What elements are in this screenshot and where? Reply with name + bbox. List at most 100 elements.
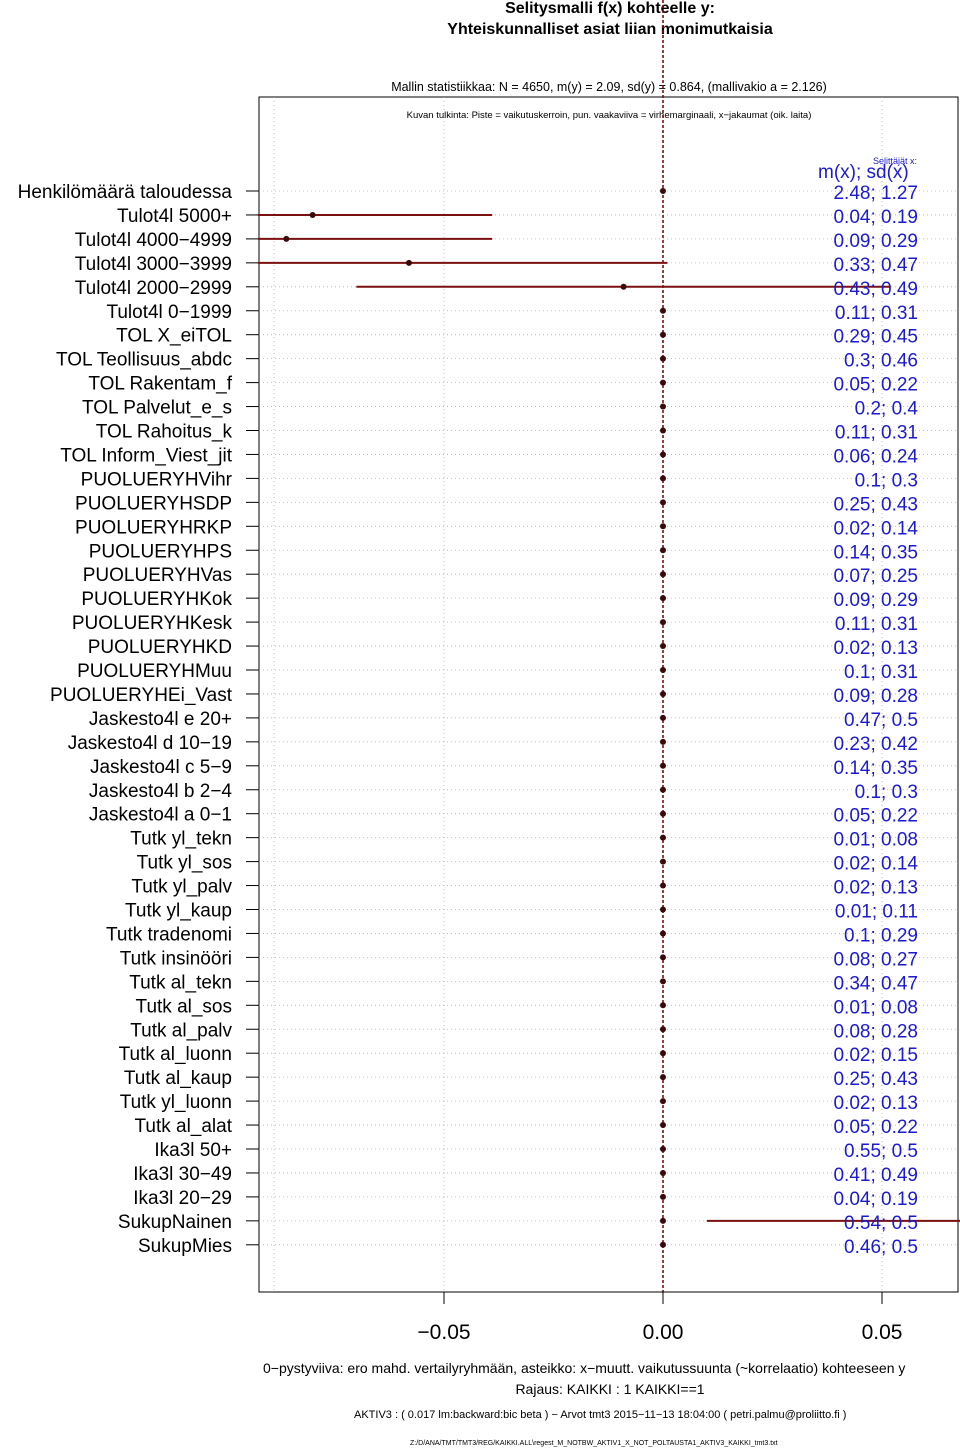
mx-sd-value: 0.05; 0.22: [833, 1117, 918, 1138]
variable-label: TOL Palvelut_e_s: [82, 398, 232, 419]
coefficient-point: [660, 307, 666, 314]
coefficient-point: [660, 810, 666, 817]
mx-sd-value: 0.3; 0.46: [844, 351, 918, 372]
mx-sd-value: 0.46; 0.5: [844, 1237, 918, 1258]
coefficient-point: [660, 619, 666, 626]
mx-sd-value: 0.09; 0.28: [833, 686, 918, 707]
variable-label: Tutk insinööri: [120, 948, 232, 969]
mx-sd-value: 0.55; 0.5: [844, 1141, 918, 1162]
variable-label: Tutk yl_tekn: [130, 829, 232, 850]
mx-sd-value: 0.11; 0.31: [835, 614, 918, 635]
variable-label: Tutk yl_kaup: [125, 901, 232, 922]
mx-sd-value: 0.06; 0.24: [833, 446, 918, 467]
variable-label: Tutk yl_luonn: [120, 1092, 232, 1113]
model-stats-line: Mallin statistiikkaa: N = 4650, m(y) = 2…: [391, 80, 827, 94]
variable-label: Tulot4l 4000−4999: [75, 230, 232, 251]
variable-label: Ika3l 30−49: [133, 1164, 232, 1185]
coefficient-point: [309, 211, 316, 218]
coefficient-point: [660, 786, 666, 793]
mx-sd-value: 0.04; 0.19: [833, 1189, 918, 1210]
mx-sd-value: 0.08; 0.27: [833, 949, 918, 970]
variable-label: PUOLUERYHPS: [89, 541, 232, 562]
mx-sd-header: m(x); sd(x): [818, 162, 909, 183]
coefficient-point: [660, 738, 666, 745]
interpretation-line: Kuvan tulkinta: Piste = vaikutuskerroin,…: [406, 110, 812, 121]
variable-label: PUOLUERYHMuu: [77, 661, 232, 682]
variable-label: Tulot4l 0−1999: [106, 302, 232, 323]
coefficient-point: [660, 954, 666, 961]
mx-sd-value: 0.05; 0.22: [833, 806, 918, 827]
mx-sd-value: 0.1; 0.3: [855, 782, 918, 803]
coefficient-point: [660, 978, 666, 985]
coefficient-point: [660, 1169, 666, 1176]
footer-file-path: Z:/D/ANA/TMT/TMT3/REG/KAIKKI.ALL\regest_…: [410, 1440, 778, 1447]
variable-label: TOL Rahoitus_k: [96, 422, 233, 443]
variable-label: Tulot4l 3000−3999: [75, 254, 232, 275]
mx-sd-value: 0.02; 0.14: [833, 854, 918, 875]
mx-sd-value: 0.25; 0.43: [833, 1069, 918, 1090]
mx-sd-value: 0.29; 0.45: [833, 327, 918, 348]
coefficient-point: [660, 1193, 666, 1200]
x-tick-label: −0.05: [417, 1321, 470, 1344]
coefficient-point: [660, 1050, 666, 1057]
coefficient-point: [660, 547, 666, 554]
mx-sd-value: 0.01; 0.11: [835, 902, 918, 923]
coefficient-point: [660, 690, 666, 697]
variable-label: Ika3l 50+: [154, 1140, 232, 1161]
variable-label: TOL Inform_Viest_jit: [60, 445, 233, 466]
mx-sd-value: 0.09; 0.29: [833, 590, 918, 611]
variable-label: TOL X_eiTOL: [116, 326, 232, 347]
coefficient-point: [660, 379, 666, 386]
variable-label: Tulot4l 5000+: [117, 206, 232, 227]
coefficient-point: [660, 475, 666, 482]
coefficient-point: [660, 1241, 666, 1248]
variable-label: PUOLUERYHKesk: [72, 613, 233, 634]
mx-sd-value: 0.05; 0.22: [833, 375, 918, 396]
mx-sd-value: 0.41; 0.49: [833, 1165, 918, 1186]
mx-sd-value: 2.48; 1.27: [833, 183, 918, 204]
variable-label: Tutk yl_palv: [131, 877, 232, 898]
mx-sd-value: 0.25; 0.43: [833, 494, 918, 515]
variable-label: PUOLUERYHKok: [81, 589, 232, 610]
mx-sd-value: 0.1; 0.3: [855, 470, 918, 491]
coefficient-point: [660, 1074, 666, 1081]
mx-sd-value: 0.09; 0.29: [833, 231, 918, 252]
variable-label: PUOLUERYHEi_Vast: [50, 685, 233, 706]
coefficient-point: [283, 235, 290, 242]
footer-filter-note: Rajaus: KAIKKI : 1 KAIKKI==1: [515, 1381, 705, 1397]
mx-sd-value: 0.1; 0.29: [844, 925, 918, 946]
mx-sd-value: 0.14; 0.35: [833, 542, 918, 563]
mx-sd-value: 0.01; 0.08: [833, 997, 918, 1018]
variable-label: Tutk tradenomi: [106, 924, 232, 945]
coefficient-point: [660, 1146, 666, 1152]
mx-sd-value: 0.01; 0.08: [833, 830, 918, 851]
variable-label: PUOLUERYHVas: [83, 565, 232, 586]
variable-label: PUOLUERYHRKP: [75, 517, 232, 538]
coefficient-point: [660, 714, 666, 721]
mx-sd-value: 0.14; 0.35: [833, 758, 918, 779]
coefficient-point: [405, 259, 412, 266]
coefficient-point: [660, 451, 666, 458]
chart-subtitle: Yhteiskunnalliset asiat liian monimutkai…: [447, 21, 773, 38]
coefficient-point: [660, 1217, 666, 1224]
variable-label: Tutk al_kaup: [124, 1068, 232, 1089]
coefficient-point: [660, 188, 666, 194]
variable-label: Jaskesto4l b 2−4: [89, 781, 233, 802]
mx-sd-value: 0.07; 0.25: [833, 566, 918, 587]
coefficient-point: [660, 930, 666, 937]
coefficient-point: [660, 906, 666, 913]
coefficient-point: [660, 667, 666, 673]
coefficient-point: [620, 283, 627, 290]
footer-source-note: AKTIV3 : ( 0.017 lm:backward:bic beta ) …: [354, 1409, 847, 1421]
coefficient-point: [660, 1098, 666, 1105]
mx-sd-value: 0.04; 0.19: [833, 207, 918, 228]
variable-label: TOL Rakentam_f: [88, 374, 232, 395]
variable-label: PUOLUERYHSDP: [75, 493, 232, 514]
variable-label: PUOLUERYHVihr: [81, 469, 233, 490]
coefficient-point: [660, 882, 666, 889]
coefficient-point: [660, 523, 666, 530]
variable-label: SukupMies: [138, 1236, 232, 1257]
mx-sd-value: 0.11; 0.31: [835, 423, 918, 444]
mx-sd-value: 0.08; 0.28: [833, 1021, 918, 1042]
